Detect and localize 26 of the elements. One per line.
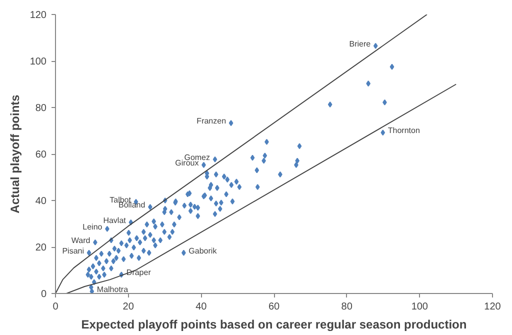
x-tick-label: 20 xyxy=(122,302,134,312)
annotation: Thornton xyxy=(388,126,420,136)
annotation: Briere xyxy=(349,39,372,48)
annotation: Pisani xyxy=(62,246,84,256)
annotation: Franzen xyxy=(196,116,226,126)
annotation: Draper xyxy=(126,268,152,278)
x-axis-title: Expected playoff points based on career regular season production xyxy=(81,318,467,332)
x-tick-label: 120 xyxy=(484,302,502,312)
annotation: Ward xyxy=(71,236,90,245)
x-tick-label: 100 xyxy=(411,302,428,312)
y-tick-label: 120 xyxy=(30,10,47,21)
y-tick-label: 20 xyxy=(35,242,47,254)
annotation: Leino xyxy=(82,222,103,232)
y-axis-title: Actual playoff points xyxy=(8,94,22,214)
annotation: Havlat xyxy=(103,216,127,225)
y-tick-label: 60 xyxy=(35,150,47,160)
x-tick-label: 60 xyxy=(268,302,280,312)
x-tick-label: 80 xyxy=(341,302,353,312)
y-tick-label: 0 xyxy=(40,289,47,300)
x-tick-label: 40 xyxy=(196,302,208,312)
annotation: Gaborik xyxy=(188,246,218,256)
y-tick-label: 40 xyxy=(35,196,47,207)
y-tick-label: 80 xyxy=(35,103,47,114)
x-tick-label: 0 xyxy=(52,302,59,312)
y-tick-label: 100 xyxy=(30,56,47,68)
annotation: Malhotra xyxy=(96,284,129,294)
